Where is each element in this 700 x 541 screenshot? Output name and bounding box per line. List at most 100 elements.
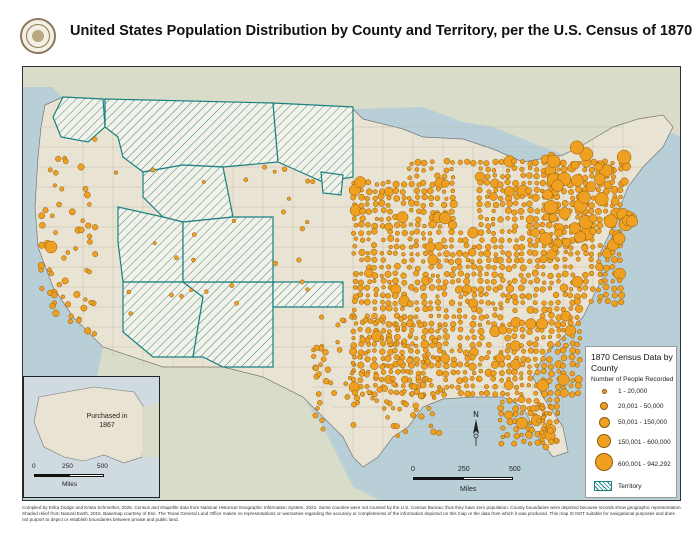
county-dot: [281, 209, 286, 215]
county-dot: [477, 322, 483, 328]
county-dot: [371, 256, 378, 263]
county-dot: [113, 170, 119, 175]
county-dot: [351, 216, 357, 222]
county-dot: [364, 356, 371, 363]
county-dot: [484, 314, 490, 319]
county-dot: [546, 419, 553, 426]
county-dot: [597, 294, 604, 300]
county-dot: [448, 208, 455, 215]
county-dot: [534, 363, 540, 368]
county-dot: [476, 243, 483, 250]
county-dot: [491, 230, 497, 236]
county-dot: [349, 347, 358, 356]
county-dot: [441, 284, 448, 291]
county-dot: [517, 395, 526, 404]
county-dot: [317, 400, 323, 406]
county-dot: [415, 374, 422, 381]
county-dot: [428, 313, 434, 319]
county-dot: [373, 287, 380, 293]
county-dot: [533, 173, 540, 180]
county-dot: [450, 369, 457, 376]
county-dot: [518, 243, 526, 251]
county-dot: [449, 199, 458, 208]
county-dot: [372, 278, 377, 284]
county-dot: [498, 244, 504, 250]
county-dot: [392, 187, 400, 195]
county-dot: [169, 292, 174, 298]
county-dot: [352, 271, 359, 277]
county-dot: [562, 291, 569, 298]
county-dot: [376, 386, 383, 393]
county-dot: [496, 256, 504, 264]
county-dot: [518, 371, 524, 376]
alaska-inset[interactable]: Purchased in 1867 0 250 500 Miles: [23, 376, 160, 498]
county-dot: [53, 230, 58, 235]
county-dot: [552, 291, 560, 299]
county-dot: [442, 328, 448, 334]
county-dot: [613, 232, 626, 245]
county-dot: [316, 371, 322, 377]
county-dot: [531, 269, 539, 277]
county-dot: [392, 300, 398, 307]
county-dot: [588, 256, 594, 263]
county-dot: [435, 305, 442, 312]
county-dot: [357, 284, 364, 292]
county-dot: [456, 307, 463, 314]
county-dot: [484, 271, 489, 277]
county-dot: [393, 333, 401, 341]
county-dot: [476, 195, 483, 201]
county-dot: [569, 370, 576, 377]
county-dot: [150, 167, 156, 173]
county-dot: [505, 392, 510, 397]
county-dot: [385, 202, 391, 208]
county-dot: [478, 314, 485, 321]
county-dot: [409, 391, 415, 397]
county-dot: [59, 186, 65, 192]
county-dot: [500, 174, 506, 180]
county-dot: [61, 277, 69, 285]
inset-scale-tick-500: 500: [97, 463, 108, 470]
county-dot: [491, 208, 496, 214]
county-dot: [366, 349, 371, 354]
territory-indian: [272, 281, 344, 308]
county-dot: [530, 405, 537, 412]
county-dot: [540, 264, 546, 270]
map-header: United States Population Distribution by…: [0, 0, 700, 66]
county-dot: [471, 271, 477, 277]
county-dot: [393, 221, 401, 229]
county-dot: [506, 229, 512, 234]
county-dot: [462, 370, 468, 375]
county-dot: [350, 328, 357, 335]
county-dot: [428, 284, 436, 291]
county-dot: [350, 360, 356, 366]
county-dot: [469, 342, 476, 349]
county-dot: [443, 362, 450, 370]
county-dot: [429, 166, 434, 171]
county-dot: [393, 354, 400, 361]
county-dot: [457, 347, 463, 354]
county-dot: [492, 173, 498, 178]
county-dot: [383, 186, 394, 197]
county-dot: [189, 288, 194, 293]
county-dot: [421, 188, 428, 195]
county-dot: [590, 286, 596, 292]
county-dot: [335, 322, 341, 328]
county-dot: [603, 291, 609, 298]
county-dot: [421, 236, 427, 241]
county-dot: [527, 441, 533, 446]
county-dot: [427, 377, 433, 383]
county-dot: [311, 353, 317, 359]
county-dot: [126, 289, 132, 295]
county-dot: [554, 397, 561, 404]
county-dot: [406, 300, 414, 308]
county-dot: [553, 264, 559, 270]
county-dot: [408, 199, 416, 207]
county-dot: [401, 195, 407, 201]
county-dot: [617, 187, 624, 194]
county-dot: [373, 382, 378, 388]
county-dot: [92, 136, 98, 142]
county-dot: [350, 194, 357, 201]
county-dot: [510, 359, 521, 370]
county-dot: [539, 286, 546, 293]
county-dot: [490, 278, 497, 285]
